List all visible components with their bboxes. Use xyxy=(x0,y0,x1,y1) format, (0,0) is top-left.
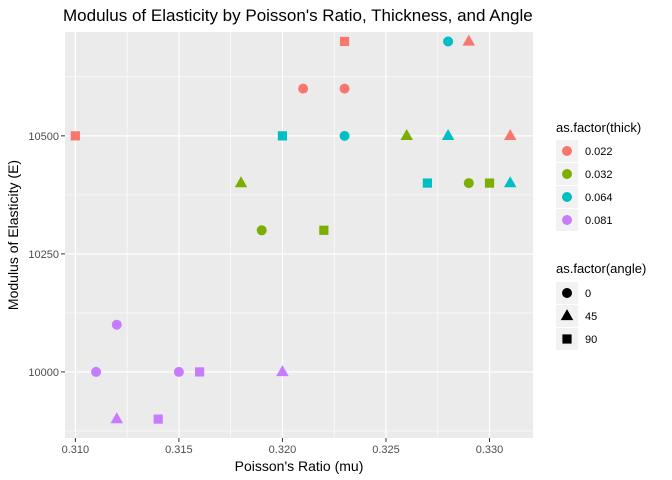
data-point-2 xyxy=(339,83,350,94)
data-point-1 xyxy=(298,83,309,94)
x-tick-label: 0.330 xyxy=(476,444,504,456)
data-point-0 xyxy=(70,131,80,141)
data-point-22 xyxy=(173,366,184,377)
data-point-23 xyxy=(195,367,205,377)
data-point-6 xyxy=(234,176,248,188)
data-point-14 xyxy=(422,178,432,188)
shape-legend-swatch xyxy=(562,288,572,298)
data-point-19 xyxy=(111,319,122,330)
data-point-3 xyxy=(339,36,350,47)
data-point-16 xyxy=(441,129,455,141)
x-tick-label: 0.325 xyxy=(372,444,400,456)
shape-legend-title: as.factor(angle) xyxy=(556,261,646,276)
x-axis-title: Poisson's Ratio (mu) xyxy=(235,458,364,474)
chart-title: Modulus of Elasticity by Poisson's Ratio… xyxy=(63,6,533,25)
data-point-15 xyxy=(443,36,454,47)
shape-legend-label: 0 xyxy=(585,288,591,300)
shape-legend: as.factor(angle) 0 45 90 xyxy=(556,261,646,350)
data-point-10 xyxy=(463,178,474,189)
data-point-7 xyxy=(256,225,267,236)
color-legend-label: 0.081 xyxy=(585,215,613,227)
color-legend-swatch xyxy=(562,215,572,225)
data-point-18 xyxy=(91,366,102,377)
grid-minor xyxy=(65,32,533,438)
data-point-12 xyxy=(277,131,288,141)
plot-panel xyxy=(65,32,533,438)
shape-legend-swatch xyxy=(560,309,574,321)
data-point-11 xyxy=(484,178,495,188)
color-legend-title: as.factor(thick) xyxy=(556,120,641,135)
color-legend-label: 0.032 xyxy=(585,169,613,181)
y-tick-label: 10500 xyxy=(28,131,59,143)
shape-legend-swatch xyxy=(562,334,572,344)
color-legend: as.factor(thick) 0.022 0.032 0.064 0.081 xyxy=(556,120,641,231)
x-axis: 0.310 0.315 0.320 0.325 0.330 xyxy=(62,438,504,456)
y-tick-label: 10250 xyxy=(28,249,59,261)
data-point-17 xyxy=(503,176,517,188)
data-point-24 xyxy=(276,365,289,377)
color-legend-swatch xyxy=(562,146,572,156)
data-point-20 xyxy=(110,412,124,424)
data-points xyxy=(70,34,517,424)
data-point-4 xyxy=(462,34,476,46)
color-legend-label: 0.064 xyxy=(585,192,613,204)
x-tick-label: 0.310 xyxy=(62,444,90,456)
data-point-8 xyxy=(319,225,329,235)
color-legend-label: 0.022 xyxy=(585,146,613,158)
y-tick-label: 10000 xyxy=(28,367,59,379)
data-point-13 xyxy=(339,130,350,141)
shape-legend-label: 45 xyxy=(585,311,597,323)
color-legend-swatch xyxy=(562,192,572,202)
shape-legend-label: 90 xyxy=(585,334,597,346)
data-point-9 xyxy=(400,129,413,141)
x-tick-label: 0.315 xyxy=(165,444,193,456)
data-point-5 xyxy=(503,129,517,141)
color-legend-swatch xyxy=(562,169,572,179)
y-axis: 10000 10250 10500 xyxy=(28,131,65,379)
data-point-21 xyxy=(153,414,163,424)
x-tick-label: 0.320 xyxy=(269,444,297,456)
y-axis-title: Modulus of Elasticity (E) xyxy=(5,160,21,310)
